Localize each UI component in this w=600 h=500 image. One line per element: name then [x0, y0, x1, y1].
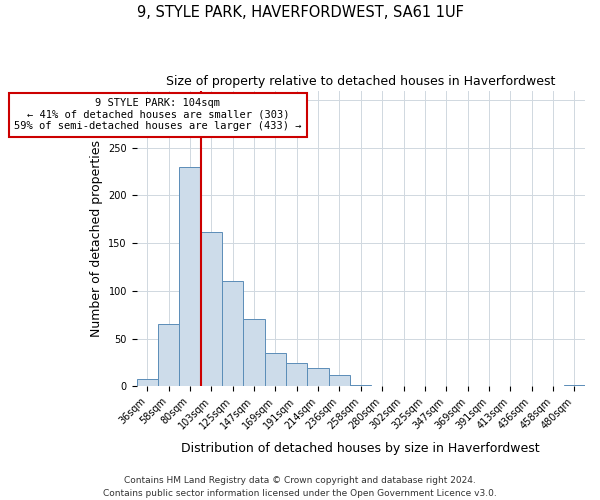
Bar [265, 353, 286, 386]
Text: 9, STYLE PARK, HAVERFORDWEST, SA61 1UF: 9, STYLE PARK, HAVERFORDWEST, SA61 1UF [137, 5, 463, 20]
Bar [222, 282, 244, 387]
Title: Size of property relative to detached houses in Haverfordwest: Size of property relative to detached ho… [166, 75, 556, 88]
Bar [329, 375, 350, 386]
Bar [200, 232, 222, 386]
Bar [307, 368, 329, 386]
Bar [179, 167, 200, 386]
Bar [244, 318, 265, 386]
Text: 9 STYLE PARK: 104sqm
← 41% of detached houses are smaller (303)
59% of semi-deta: 9 STYLE PARK: 104sqm ← 41% of detached h… [14, 98, 302, 132]
Text: Contains HM Land Registry data © Crown copyright and database right 2024.
Contai: Contains HM Land Registry data © Crown c… [103, 476, 497, 498]
Bar [158, 324, 179, 386]
Y-axis label: Number of detached properties: Number of detached properties [90, 140, 103, 337]
Bar [137, 378, 158, 386]
X-axis label: Distribution of detached houses by size in Haverfordwest: Distribution of detached houses by size … [181, 442, 540, 455]
Bar [286, 364, 307, 386]
